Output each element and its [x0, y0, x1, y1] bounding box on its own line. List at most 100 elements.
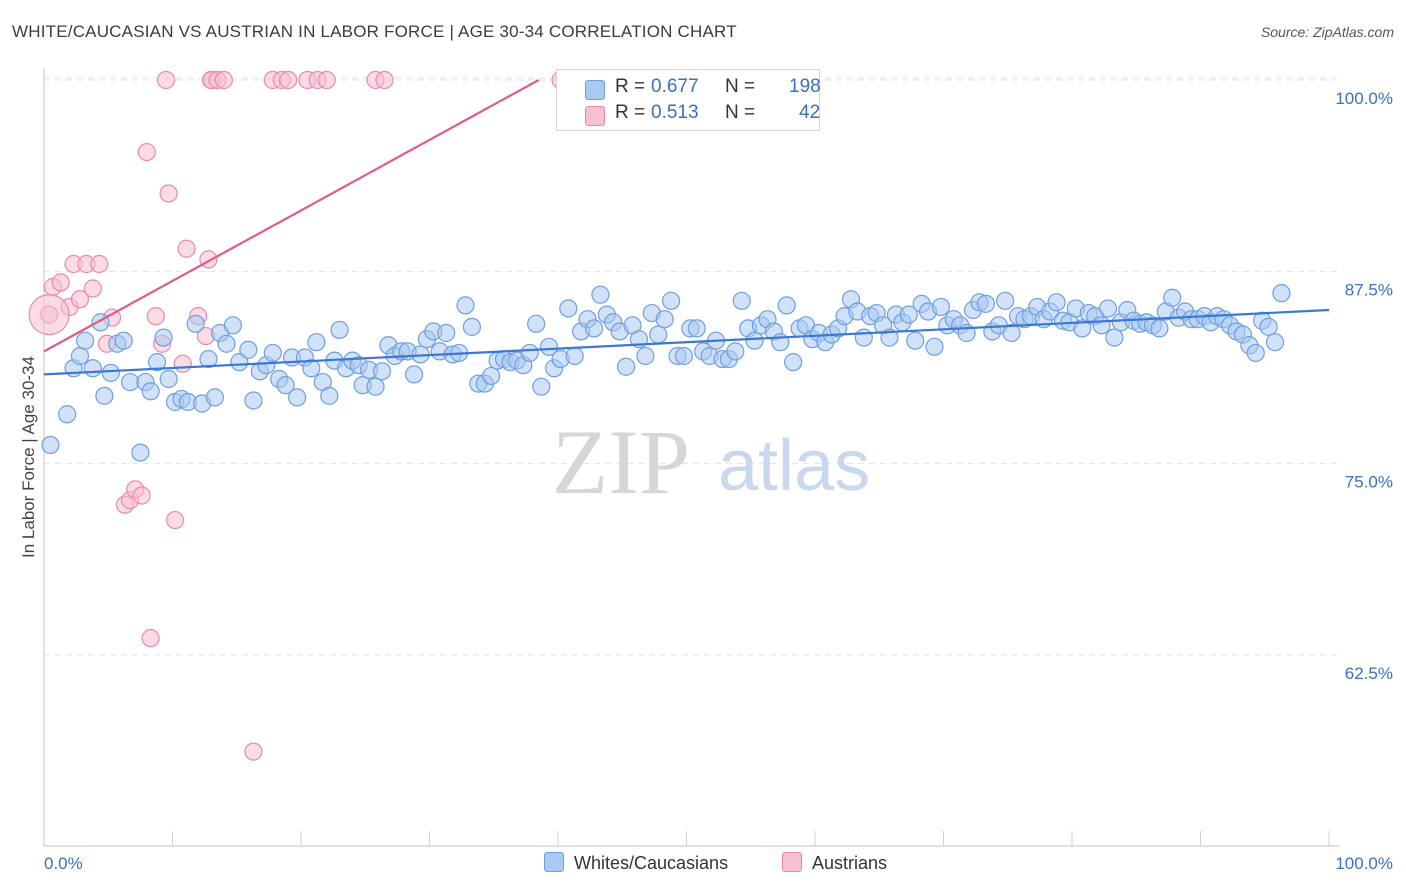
- axes: [43, 68, 1340, 847]
- bottom-legend-whites: Whites/Caucasians: [544, 852, 728, 874]
- whites-point: [114, 331, 133, 350]
- watermark: ZIP atlas: [552, 411, 870, 513]
- austrians-point: [132, 486, 151, 505]
- whites-point: [1265, 333, 1285, 352]
- whites-point: [1047, 293, 1066, 312]
- whites-point: [1259, 317, 1278, 336]
- whites-point: [777, 296, 796, 315]
- austrians-point: [173, 354, 192, 373]
- whites-point: [854, 328, 873, 347]
- austrians-point: [141, 629, 160, 648]
- whites-point: [976, 294, 996, 313]
- austrians-point: [165, 510, 185, 530]
- whites-point: [617, 357, 636, 376]
- whites-point: [404, 365, 424, 384]
- watermark-atlas: atlas: [718, 426, 870, 506]
- whites-point: [456, 296, 475, 315]
- legend-n-value: 198: [789, 76, 821, 97]
- whites-point: [661, 291, 681, 310]
- whites-point: [931, 297, 951, 317]
- austrians-point: [214, 70, 233, 90]
- austrians-point: [177, 239, 196, 258]
- whites-point: [230, 353, 249, 372]
- x-tick-labels: 0.0% 100.0%: [44, 854, 1393, 873]
- whites-point: [745, 331, 764, 350]
- whites-point: [366, 377, 385, 396]
- legend-swatch-whites: [585, 80, 605, 100]
- y-tick-label: 87.5%: [1345, 281, 1393, 300]
- bottom-legend-label-austrians: Austrians: [812, 853, 888, 873]
- whites-point: [1073, 319, 1092, 338]
- austrians-point: [146, 307, 165, 326]
- legend-n-value: 42: [799, 102, 821, 123]
- austrians-point-large: [28, 294, 70, 336]
- whites-point: [205, 388, 225, 407]
- whites-point: [330, 320, 349, 340]
- austrians-point: [159, 184, 178, 203]
- whites-point: [636, 346, 655, 366]
- bottom-legend-label-whites: Whites/Caucasians: [574, 853, 729, 873]
- trend-lines: [43, 79, 1330, 376]
- whites-point: [996, 291, 1015, 310]
- whites-point: [288, 388, 307, 407]
- y-tick-label: 75.0%: [1345, 472, 1393, 491]
- y-tick-labels: 62.5% 75.0% 87.5% 100.0%: [1335, 89, 1393, 683]
- legend-r-value: 0.513: [651, 102, 699, 123]
- whites-point: [41, 435, 60, 455]
- whites-point: [101, 363, 120, 382]
- austrians-point: [375, 70, 394, 90]
- austrians-point: [83, 279, 102, 298]
- whites-point: [141, 382, 160, 401]
- source-label: Source: ZipAtlas.com: [1260, 24, 1394, 40]
- austrians-point: [279, 70, 298, 90]
- austrians-trend-line: [43, 79, 540, 353]
- whites-point: [320, 386, 339, 405]
- whites-point: [199, 349, 218, 369]
- whites-point: [649, 325, 668, 344]
- whites-point: [880, 328, 899, 347]
- whites-point: [925, 337, 944, 356]
- whites-point: [276, 376, 295, 395]
- austrians-point: [156, 70, 176, 90]
- whites-point: [899, 305, 918, 324]
- whites-point: [223, 316, 242, 335]
- whites-point: [1092, 316, 1111, 335]
- watermark-zip: ZIP: [552, 411, 690, 513]
- austrians-point: [70, 290, 90, 309]
- whites-point: [1246, 343, 1265, 363]
- whites-point: [70, 346, 90, 366]
- whites-point: [244, 391, 263, 410]
- bottom-legend-swatch-whites: [544, 852, 564, 872]
- whites-point: [565, 346, 584, 366]
- chart-title: WHITE/CAUCASIAN VS AUSTRIAN IN LABOR FOR…: [12, 22, 737, 41]
- whites-point: [131, 443, 150, 462]
- whites-point: [1098, 299, 1118, 318]
- whites-point: [539, 337, 559, 356]
- y-axis-label: In Labor Force | Age 30-34: [19, 356, 38, 558]
- whites-point: [732, 291, 751, 310]
- x-tick-label: 100.0%: [1335, 854, 1393, 873]
- whites-point: [726, 342, 745, 361]
- grid-lines: [44, 77, 1340, 656]
- austrians-point: [51, 273, 70, 292]
- whites-point: [906, 331, 925, 350]
- whites-point: [482, 366, 501, 386]
- whites-point: [1002, 323, 1021, 343]
- whites-point: [58, 405, 77, 424]
- whites-point: [1163, 288, 1182, 307]
- whites-point: [159, 369, 178, 389]
- whites-point: [784, 353, 803, 372]
- x-tick-label: 0.0%: [44, 854, 83, 873]
- whites-point: [655, 310, 674, 329]
- whites-point: [186, 314, 205, 333]
- austrians-point: [137, 142, 156, 162]
- whites-point: [154, 328, 173, 347]
- austrians-point: [244, 742, 263, 761]
- whites-point: [1105, 328, 1124, 347]
- whites-point: [520, 343, 539, 363]
- austrians-point: [90, 254, 109, 274]
- whites-point: [95, 386, 114, 405]
- legend-r-label: R =: [615, 76, 646, 97]
- whites-point: [437, 323, 456, 343]
- bottom-legend-austrians: Austrians: [782, 852, 887, 874]
